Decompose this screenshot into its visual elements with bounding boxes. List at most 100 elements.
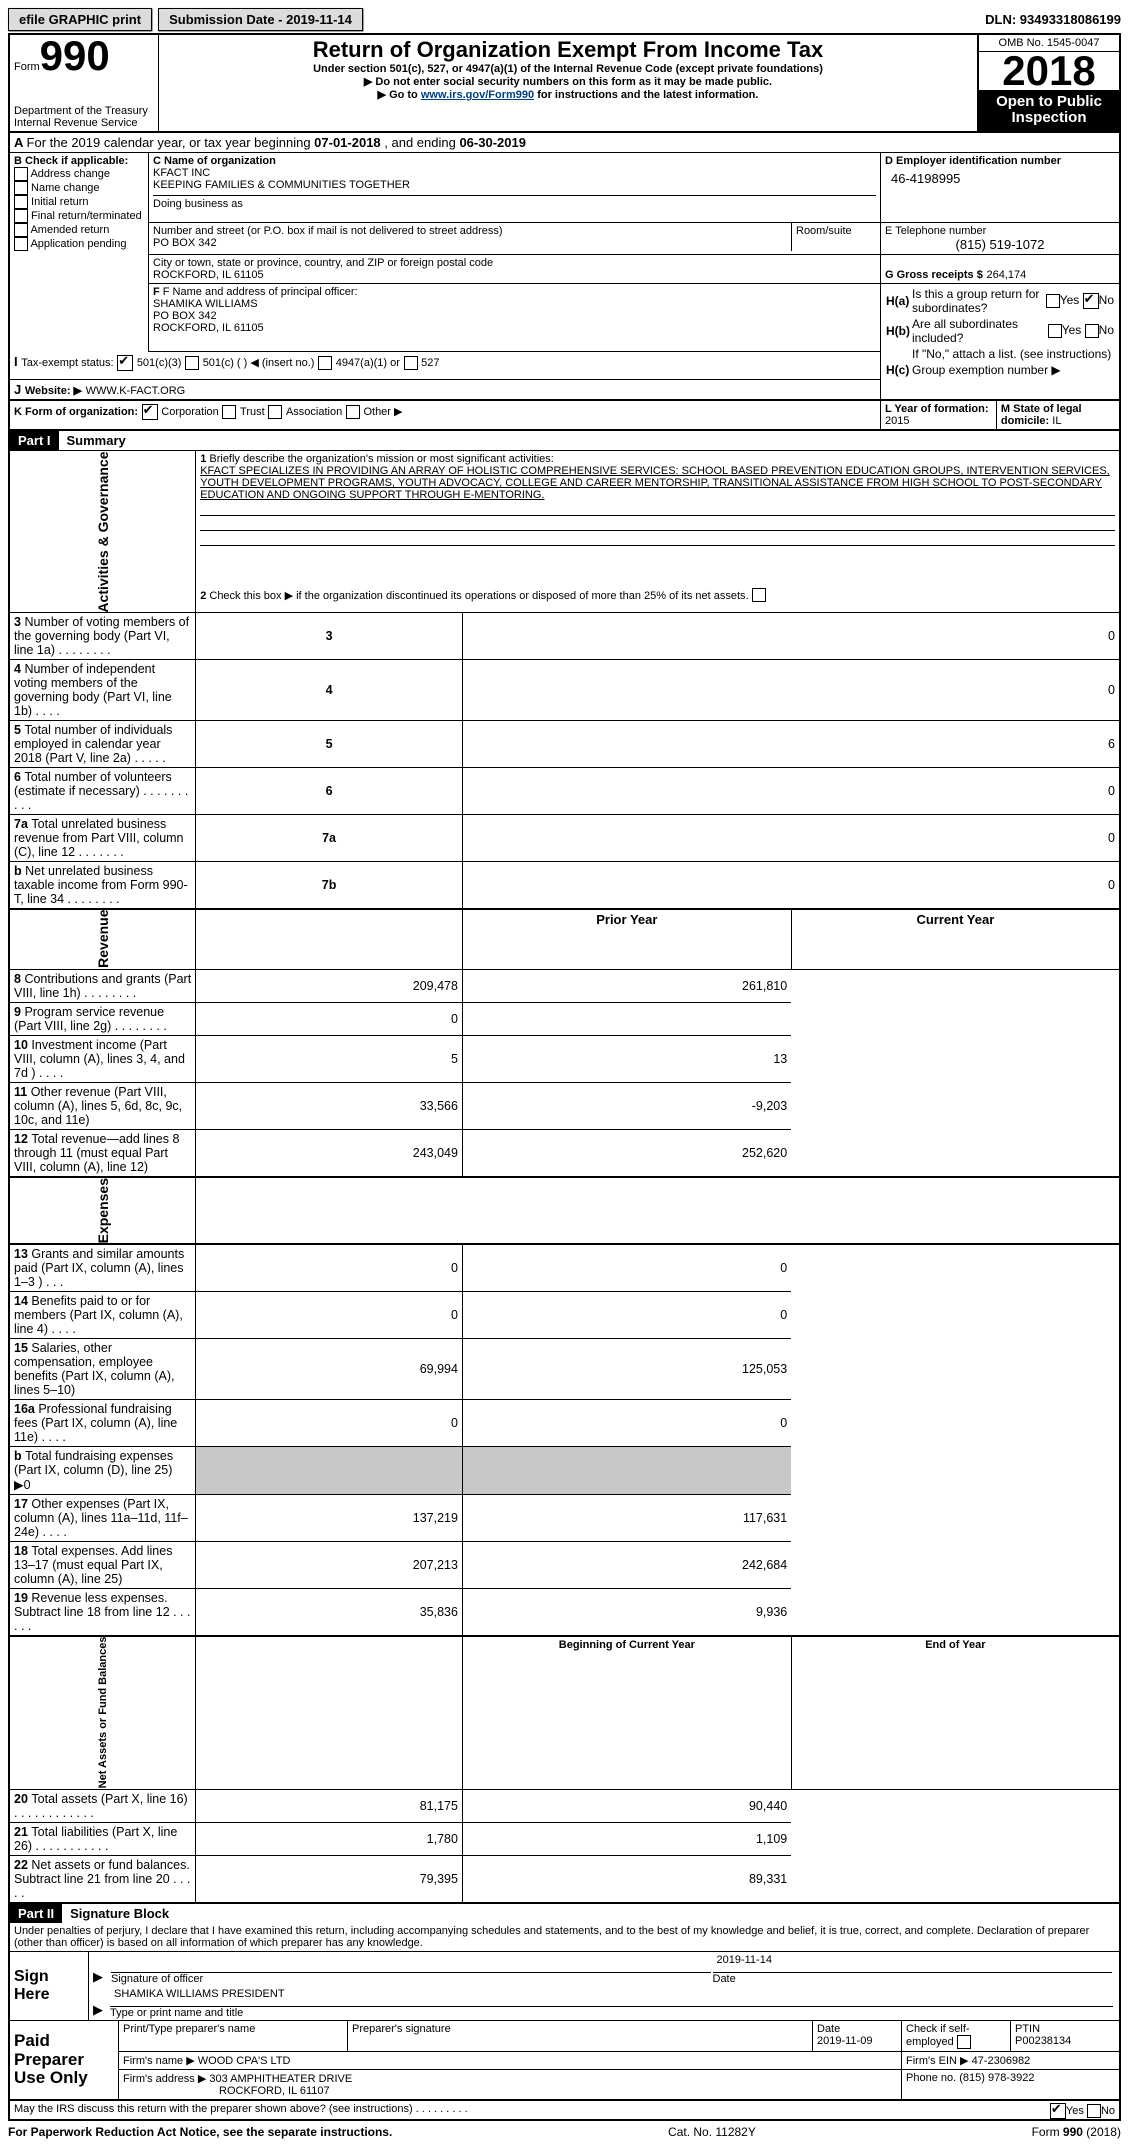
hdr-begin: Beginning of Current Year — [462, 1636, 791, 1789]
d-label: D Employer identification number — [885, 155, 1115, 167]
form-number: 990 — [40, 32, 110, 79]
b-checkbox[interactable] — [14, 237, 28, 251]
b-checkbox[interactable] — [14, 195, 28, 209]
q1: 1 Briefly describe the organization's mi… — [196, 451, 1119, 587]
phone-value: (815) 519-1072 — [885, 237, 1115, 252]
officer-addr1: PO BOX 342 — [153, 310, 876, 322]
firm-name: Firm's name ▶ WOOD CPA'S LTD — [119, 2051, 902, 2069]
sig-date-value: 2019-11-14 — [713, 1954, 1112, 1973]
section-h: H(a)Is this a group return for subordina… — [881, 283, 1120, 380]
k-trust-checkbox[interactable] — [222, 405, 236, 419]
b-checkbox[interactable] — [14, 223, 28, 237]
part-ii-header: Part IISignature Block — [10, 1904, 1119, 1923]
b-checkbox[interactable] — [14, 209, 28, 223]
section-c-city: City or town, state or province, country… — [149, 254, 881, 283]
gov-row: 6 Total number of volunteers (estimate i… — [10, 768, 1119, 815]
501c3-checkbox[interactable] — [117, 355, 133, 371]
website-value: WWW.K-FACT.ORG — [86, 385, 186, 397]
paid-preparer-label: Paid Preparer Use Only — [10, 2020, 119, 2099]
b-item: Application pending — [14, 237, 144, 251]
firm-ein: Firm's EIN ▶ 47-2306982 — [902, 2051, 1120, 2069]
section-c-name: C Name of organization KFACT INC KEEPING… — [149, 153, 881, 223]
data-row: 22 Net assets or fund balances. Subtract… — [10, 1855, 1119, 1902]
k-assoc-checkbox[interactable] — [268, 405, 282, 419]
dept-treasury: Department of the Treasury — [14, 105, 154, 117]
sig-date-label: Date — [713, 1973, 1112, 1985]
gross-receipts: 264,174 — [986, 269, 1026, 281]
print-button[interactable]: efile GRAPHIC print — [8, 8, 152, 31]
hb-yes-checkbox[interactable] — [1048, 324, 1062, 338]
discuss-row: May the IRS discuss this return with the… — [10, 2099, 1119, 2117]
hb-note: If "No," attach a list. (see instruction… — [911, 346, 1115, 362]
dba-label: Doing business as — [153, 195, 876, 210]
b-checkbox[interactable] — [14, 181, 28, 195]
section-f: F F Name and address of principal office… — [149, 283, 881, 352]
k-other-checkbox[interactable] — [346, 405, 360, 419]
data-row: 18 Total expenses. Add lines 13–17 (must… — [10, 1542, 1119, 1589]
data-row: 19 Revenue less expenses. Subtract line … — [10, 1589, 1119, 1637]
discuss-no-checkbox[interactable] — [1087, 2104, 1101, 2118]
room-suite: Room/suite — [792, 223, 881, 251]
hdr-current: Current Year — [791, 909, 1119, 969]
typed-name: SHAMIKA WILLIAMS PRESIDENT — [110, 1988, 1113, 2007]
perjury-decl: Under penalties of perjury, I declare th… — [10, 1923, 1119, 1952]
c-name-label: C Name of organization — [153, 155, 876, 167]
527-checkbox[interactable] — [404, 356, 418, 370]
section-d: D Employer identification number 46-4198… — [881, 153, 1120, 223]
section-b: B Check if applicable: Address change Na… — [10, 153, 149, 352]
b-item: Address change — [14, 167, 144, 181]
gov-row: 7a Total unrelated business revenue from… — [10, 815, 1119, 862]
ha-label: Is this a group return for subordinates? — [911, 286, 1045, 316]
footer: For Paperwork Reduction Act Notice, see … — [8, 2125, 1121, 2139]
data-row: 13 Grants and similar amounts paid (Part… — [10, 1244, 1119, 1292]
501c-checkbox[interactable] — [185, 356, 199, 370]
ha-yes-checkbox[interactable] — [1046, 294, 1060, 308]
data-row: 14 Benefits paid to or for members (Part… — [10, 1292, 1119, 1339]
data-row: 21 Total liabilities (Part X, line 26) .… — [10, 1822, 1119, 1855]
b-item: Name change — [14, 181, 144, 195]
city-value: ROCKFORD, IL 61105 — [153, 269, 876, 281]
discuss-yes-checkbox[interactable] — [1050, 2103, 1066, 2119]
section-j: J Website: ▶ WWW.K-FACT.ORG — [10, 380, 881, 401]
footer-mid: Cat. No. 11282Y — [668, 2125, 756, 2139]
self-employed-checkbox[interactable] — [957, 2035, 971, 2049]
street-label: Number and street (or P.O. box if mail i… — [153, 225, 787, 237]
section-l: L Year of formation: 2015 — [881, 401, 996, 429]
q2: 2 Check this box ▶ if the organization d… — [196, 587, 1119, 613]
subtitle-1: Under section 501(c), 527, or 4947(a)(1)… — [163, 63, 973, 75]
data-row: 11 Other revenue (Part VIII, column (A),… — [10, 1082, 1119, 1129]
footer-left: For Paperwork Reduction Act Notice, see … — [8, 2125, 392, 2139]
form-id-cell: Form990 Department of the Treasury Inter… — [9, 34, 159, 132]
section-c-street: Number and street (or P.O. box if mail i… — [149, 223, 792, 251]
officer-addr2: ROCKFORD, IL 61105 — [153, 322, 876, 334]
sig-officer-label: Signature of officer — [111, 1973, 711, 1985]
4947-checkbox[interactable] — [318, 356, 332, 370]
data-row: 9 Program service revenue (Part VIII, li… — [10, 1002, 1119, 1035]
prep-h4: Check if self-employed — [902, 2020, 1011, 2051]
form-word: Form — [14, 61, 40, 73]
e-label: E Telephone number — [885, 225, 1115, 237]
irs-link[interactable]: www.irs.gov/Form990 — [421, 89, 534, 101]
gov-row: 3 Number of voting members of the govern… — [10, 613, 1119, 660]
mission-text: KFACT SPECIALIZES IN PROVIDING AN ARRAY … — [200, 465, 1110, 501]
prep-h3: Date2019-11-09 — [813, 2020, 902, 2051]
g-label: G Gross receipts $ — [885, 269, 983, 281]
typed-label: Type or print name and title — [110, 2007, 1113, 2019]
data-row: 8 Contributions and grants (Part VIII, l… — [10, 969, 1119, 1002]
org-name-1: KFACT INC — [153, 167, 876, 179]
hb-no-checkbox[interactable] — [1085, 324, 1099, 338]
q2-checkbox[interactable] — [752, 588, 766, 602]
city-label: City or town, state or province, country… — [153, 257, 876, 269]
gov-row: 4 Number of independent voting members o… — [10, 660, 1119, 721]
section-g: G Gross receipts $ 264,174 — [881, 254, 1120, 283]
submission-date-button[interactable]: Submission Date - 2019-11-14 — [158, 8, 363, 31]
net-side-label: Net Assets or Fund Balances — [10, 1636, 196, 1789]
part-i-header: Part ISummary — [10, 431, 1119, 451]
k-corp-checkbox[interactable] — [142, 404, 158, 420]
data-row: 15 Salaries, other compensation, employe… — [10, 1339, 1119, 1400]
section-m: M State of legal domicile: IL — [996, 401, 1119, 429]
b-checkbox[interactable] — [14, 167, 28, 181]
gov-row: b Net unrelated business taxable income … — [10, 862, 1119, 910]
section-e: E Telephone number (815) 519-1072 — [881, 222, 1120, 254]
ha-no-checkbox[interactable] — [1083, 293, 1099, 309]
